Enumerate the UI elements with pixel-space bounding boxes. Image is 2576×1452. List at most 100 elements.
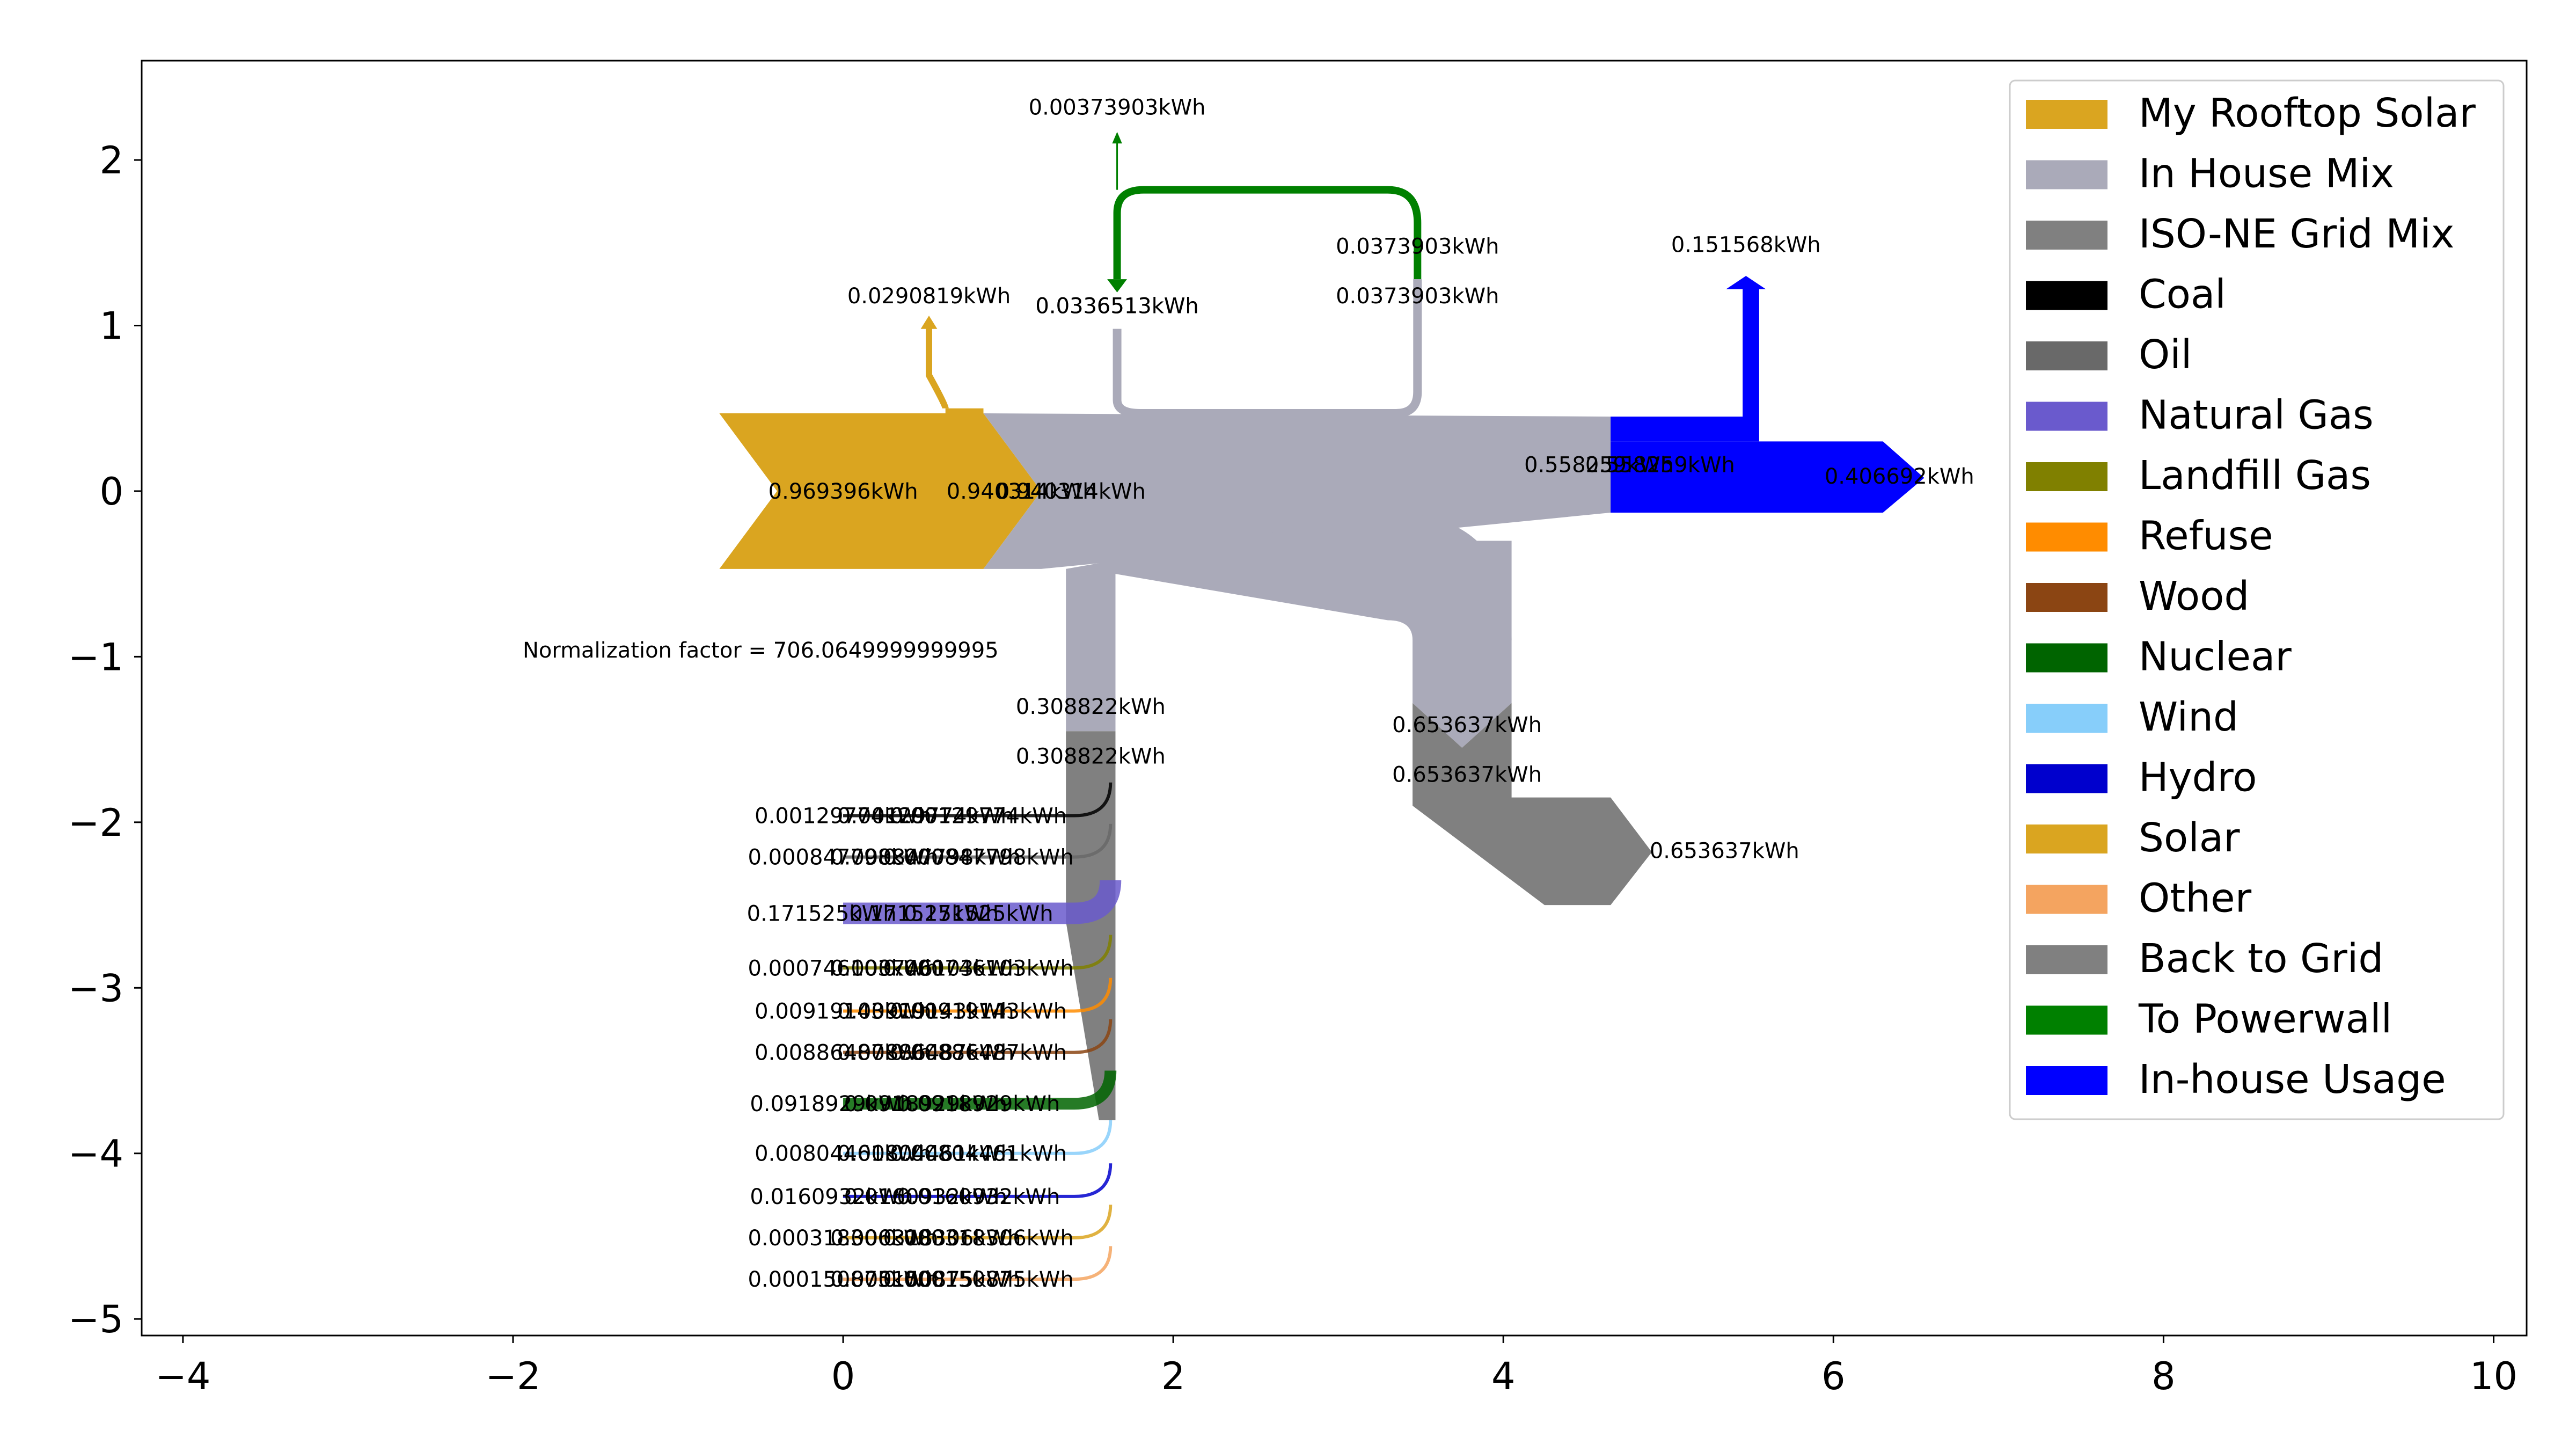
legend-swatch xyxy=(2026,341,2107,370)
legend-swatch xyxy=(2026,643,2107,673)
flow-label-20: 0.00129774kWh xyxy=(837,804,1014,829)
legend-swatch xyxy=(2026,764,2107,793)
x-tick-label: −2 xyxy=(485,1354,540,1398)
sankey-flows xyxy=(719,132,1924,1281)
legend-label: To Powerwall xyxy=(2138,996,2392,1042)
flow-label-29: 0.000746103kWh xyxy=(830,956,1021,981)
flow-label-13: Normalization factor = 706.0649999999995 xyxy=(523,638,999,663)
flow-label-33: 0.00919143kWh xyxy=(890,999,1067,1024)
y-tick-label: −2 xyxy=(68,801,123,845)
flow-label-27: 0.171525kWh xyxy=(904,902,1053,926)
legend-swatch xyxy=(2026,945,2107,974)
flow-label-26: 0.171525kWh xyxy=(849,902,999,926)
flow-rooftop-solar xyxy=(719,413,1042,569)
flow-usage-up xyxy=(1611,276,1766,442)
legend-box xyxy=(2009,79,2505,1120)
legend-label: Refuse xyxy=(2139,513,2273,559)
feeder-natural-gas xyxy=(843,879,1122,924)
feeder-refuse xyxy=(843,977,1113,1013)
flow-label-14: 0.308822kWh xyxy=(1016,695,1166,719)
feeder-landfill-gas xyxy=(843,935,1113,970)
flow-label-19: 0.00129774kWh xyxy=(755,804,932,829)
legend-swatch xyxy=(2026,402,2107,431)
flow-label-0: 0.969396kWh xyxy=(769,479,918,504)
flow-label-44: 0.0160932kWh xyxy=(844,1185,1007,1209)
flow-label-50: 0.000150875kWh xyxy=(830,1267,1021,1292)
feeder-wood xyxy=(843,1019,1113,1054)
flow-label-47: 0.000318306kWh xyxy=(830,1226,1021,1251)
legend: My Rooftop Solar In House Mix ISO-NE Grid … xyxy=(2009,79,2505,1120)
flow-to-powerwall-loop xyxy=(1113,186,1422,280)
flow-label-11: 0.558259kWh xyxy=(1585,453,1735,478)
flow-label-15: 0.308822kWh xyxy=(1016,745,1166,769)
y-tick-label: −3 xyxy=(68,966,123,1010)
flow-label-23: 0.000847798kWh xyxy=(830,845,1021,870)
feeder-other xyxy=(843,1246,1113,1281)
flow-label-40: 0.00804461kWh xyxy=(755,1142,932,1166)
flow-label-22: 0.000847798kWh xyxy=(748,845,938,870)
flow-label-38: 0.0918929kWh xyxy=(844,1092,1007,1117)
legend-label: Coal xyxy=(2139,272,2226,318)
flow-label-39: 0.0918929kWh xyxy=(897,1092,1060,1117)
flow-label-31: 0.00919143kWh xyxy=(755,999,932,1024)
flow-label-45: 0.0160932kWh xyxy=(897,1185,1060,1209)
flow-in-house-usage xyxy=(1611,441,1924,513)
legend-label: Back to Grid xyxy=(2139,936,2383,982)
flow-powerwall-up-arrow xyxy=(1112,132,1122,144)
legend-label: Hydro xyxy=(2139,755,2257,801)
legend-swatch xyxy=(2026,522,2107,552)
flow-solar-to-powerwall xyxy=(925,325,949,409)
legend-label: Nuclear xyxy=(2139,634,2292,680)
legend-label: My Rooftop Solar xyxy=(2139,90,2476,136)
flow-mix-curve xyxy=(1066,513,1512,640)
flow-label-9: 0.151568kWh xyxy=(1671,232,1821,257)
x-tick-label: 0 xyxy=(831,1354,855,1398)
x-tick-label: 6 xyxy=(1821,1354,1846,1398)
flow-label-36: 0.00886487kWh xyxy=(890,1041,1067,1066)
flow-powerwall-return xyxy=(1113,279,1422,418)
flow-label-18: 0.653637kWh xyxy=(1650,838,1799,863)
flow-label-5: 0.0336513kWh xyxy=(1035,294,1198,319)
legend-swatch xyxy=(2026,221,2107,250)
flow-label-25: 0.171525kWh xyxy=(747,902,897,926)
flow-label-3: 0.0290819kWh xyxy=(847,284,1011,309)
x-tick-label: 2 xyxy=(1161,1354,1185,1398)
flow-label-10: 0.558259kWh xyxy=(1524,453,1674,478)
flow-label-8: 0.0373903kWh xyxy=(1336,284,1499,309)
flow-label-49: 0.000150875kWh xyxy=(748,1267,938,1292)
flow-label-51: 0.000150875kWh xyxy=(883,1267,1074,1292)
y-tick-label: −5 xyxy=(68,1297,123,1341)
legend-swatch xyxy=(2026,885,2107,914)
legend-label: Wood xyxy=(2139,573,2249,619)
flow-label-48: 0.000318306kWh xyxy=(883,1226,1074,1251)
legend-swatch xyxy=(2026,1005,2107,1035)
flow-label-1: 0.940314kWh xyxy=(947,479,1096,504)
flow-label-7: 0.0373903kWh xyxy=(1336,235,1499,259)
flow-label-35: 0.00886487kWh xyxy=(837,1041,1014,1066)
flow-in-house-mix xyxy=(983,413,1611,569)
flow-label-37: 0.0918929kWh xyxy=(750,1092,913,1117)
flow-label-6: 0.0336513kWh xyxy=(1035,294,1198,319)
flow-label-17: 0.653637kWh xyxy=(1392,762,1542,787)
legend-swatch xyxy=(2026,1066,2107,1095)
flow-label-12: 0.406692kWh xyxy=(1825,464,1974,489)
flow-label-42: 0.00804461kWh xyxy=(890,1142,1067,1166)
flow-label-24: 0.000847798kWh xyxy=(883,845,1074,870)
legend-label: Oil xyxy=(2139,332,2192,378)
legend-label: In House Mix xyxy=(2139,151,2394,197)
legend-label: Other xyxy=(2139,875,2252,922)
legend-label: Wind xyxy=(2139,694,2238,740)
feeder-solar xyxy=(843,1205,1113,1240)
y-tick-label: −4 xyxy=(68,1132,123,1176)
x-tick-label: 8 xyxy=(2151,1354,2176,1398)
legend-label: ISO-NE Grid Mix xyxy=(2139,211,2454,257)
legend-swatch xyxy=(2026,100,2107,129)
flow-label-28: 0.000746103kWh xyxy=(748,956,938,981)
flow-label-16: 0.653637kWh xyxy=(1392,713,1542,738)
x-tick-label: 10 xyxy=(2470,1354,2518,1398)
legend-swatch xyxy=(2026,583,2107,612)
x-tick-label: −4 xyxy=(155,1354,210,1398)
y-tick-label: 1 xyxy=(99,304,123,348)
feeder-coal xyxy=(843,782,1113,818)
